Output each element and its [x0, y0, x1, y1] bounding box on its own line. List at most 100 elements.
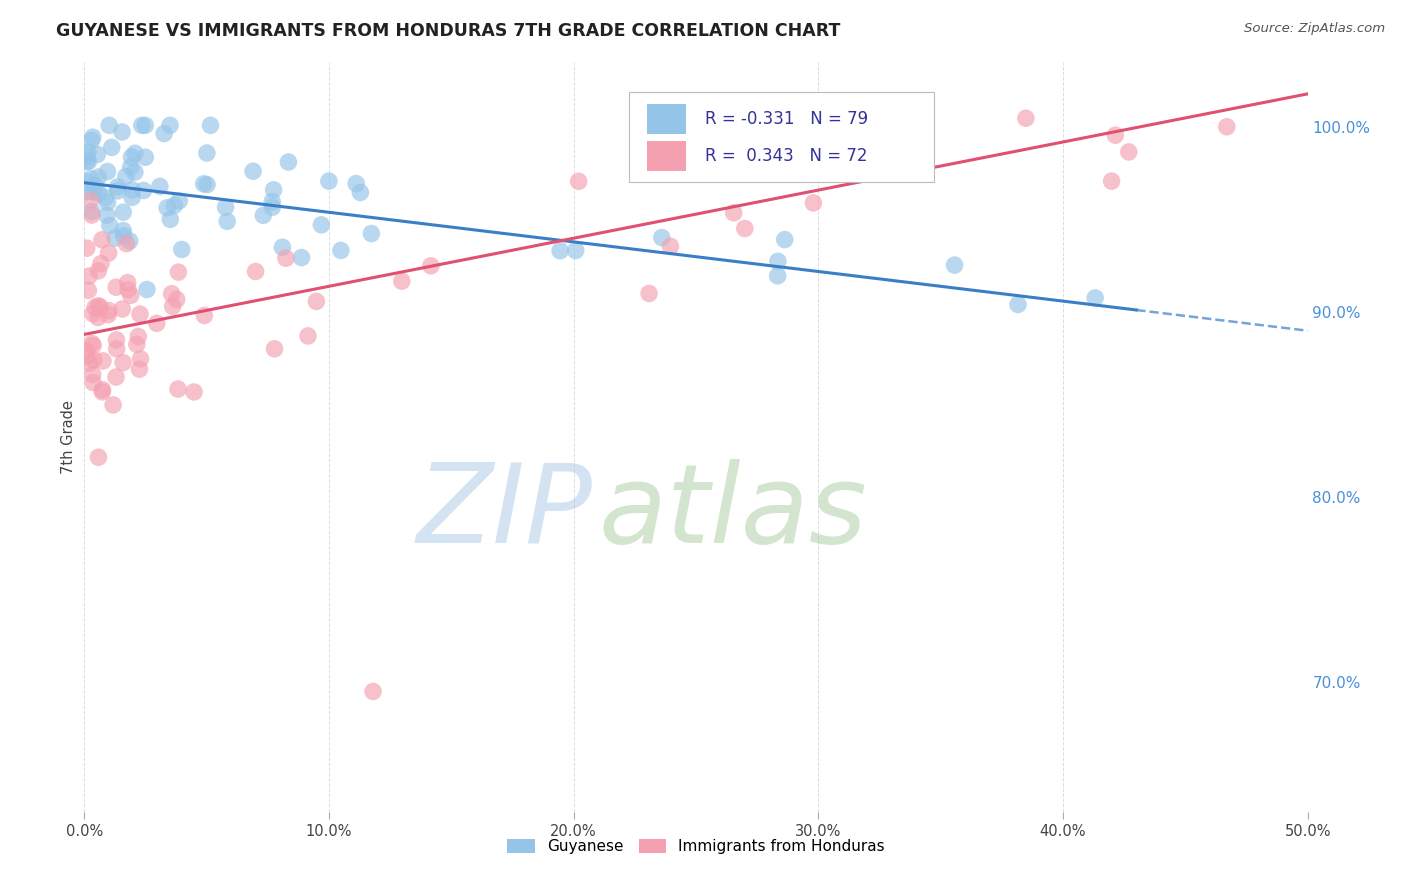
- Point: [97, 246, 120, 260]
- Point: [77, 284, 100, 298]
- Point: [145, 316, 167, 330]
- Point: [97, 308, 120, 322]
- Point: [1015, 112, 1038, 126]
- Point: [87, 310, 110, 325]
- Point: [193, 309, 215, 323]
- Point: [84, 301, 107, 315]
- Point: [638, 286, 661, 301]
- Point: [564, 244, 586, 258]
- Point: [153, 127, 176, 141]
- Point: [277, 155, 299, 169]
- Point: [318, 174, 340, 188]
- Point: [167, 265, 190, 279]
- Point: [82, 338, 104, 352]
- Point: [252, 208, 274, 222]
- Point: [94, 191, 117, 205]
- Point: [263, 183, 285, 197]
- Point: [214, 200, 236, 214]
- Point: [76, 344, 98, 359]
- Point: [77, 356, 100, 370]
- Point: [112, 205, 135, 219]
- Point: [344, 177, 367, 191]
- Point: [290, 251, 312, 265]
- Point: [115, 236, 138, 251]
- Point: [1007, 297, 1029, 311]
- Point: [803, 195, 825, 210]
- Point: [82, 368, 104, 382]
- Point: [96, 195, 118, 210]
- Point: [111, 125, 134, 139]
- Point: [118, 234, 141, 248]
- Point: [868, 136, 890, 151]
- Point: [80, 204, 103, 219]
- Point: [217, 214, 239, 228]
- Point: [91, 384, 114, 399]
- Point: [245, 264, 267, 278]
- Point: [125, 337, 148, 351]
- FancyBboxPatch shape: [628, 93, 935, 182]
- Point: [98, 303, 121, 318]
- Point: [167, 382, 190, 396]
- Point: [100, 140, 122, 154]
- Point: [134, 119, 156, 133]
- Point: [1216, 120, 1239, 134]
- Point: [76, 154, 98, 169]
- Point: [193, 177, 215, 191]
- Point: [271, 240, 294, 254]
- Text: Source: ZipAtlas.com: Source: ZipAtlas.com: [1244, 22, 1385, 36]
- Point: [162, 299, 184, 313]
- Point: [166, 293, 188, 307]
- Point: [734, 221, 756, 235]
- Point: [89, 300, 111, 314]
- Point: [391, 274, 413, 288]
- Point: [723, 206, 745, 220]
- Point: [568, 174, 591, 188]
- Point: [112, 356, 135, 370]
- Point: [120, 288, 142, 302]
- Legend: Guyanese, Immigrants from Honduras: Guyanese, Immigrants from Honduras: [501, 833, 891, 860]
- Point: [87, 169, 110, 184]
- Point: [87, 264, 110, 278]
- Point: [107, 184, 129, 198]
- Point: [87, 450, 110, 465]
- Point: [98, 219, 121, 233]
- Point: [105, 370, 128, 384]
- Point: [1101, 174, 1123, 188]
- Point: [263, 342, 285, 356]
- Point: [305, 294, 328, 309]
- Point: [360, 227, 382, 241]
- Point: [91, 383, 114, 397]
- Point: [773, 233, 796, 247]
- Point: [167, 194, 190, 208]
- Point: [195, 178, 218, 192]
- Point: [349, 186, 371, 200]
- Point: [127, 329, 149, 343]
- FancyBboxPatch shape: [647, 103, 686, 134]
- Point: [548, 244, 571, 258]
- Point: [80, 133, 103, 147]
- Point: [87, 186, 110, 200]
- Text: R =  0.343   N = 72: R = 0.343 N = 72: [704, 147, 868, 165]
- Point: [200, 119, 222, 133]
- Point: [1084, 291, 1107, 305]
- Point: [91, 233, 114, 247]
- Y-axis label: 7th Grade: 7th Grade: [60, 401, 76, 474]
- Point: [96, 164, 118, 178]
- Point: [160, 286, 183, 301]
- Point: [112, 223, 135, 237]
- Point: [82, 307, 104, 321]
- Point: [121, 190, 143, 204]
- Point: [159, 119, 181, 133]
- Point: [114, 169, 136, 184]
- Point: [76, 149, 98, 163]
- Point: [651, 230, 673, 244]
- Point: [1118, 145, 1140, 159]
- Point: [80, 208, 103, 222]
- Text: GUYANESE VS IMMIGRANTS FROM HONDURAS 7TH GRADE CORRELATION CHART: GUYANESE VS IMMIGRANTS FROM HONDURAS 7TH…: [56, 22, 841, 40]
- Point: [84, 178, 107, 193]
- Point: [91, 354, 114, 368]
- Point: [329, 244, 352, 258]
- Point: [128, 362, 150, 376]
- Point: [77, 154, 100, 169]
- Point: [419, 259, 441, 273]
